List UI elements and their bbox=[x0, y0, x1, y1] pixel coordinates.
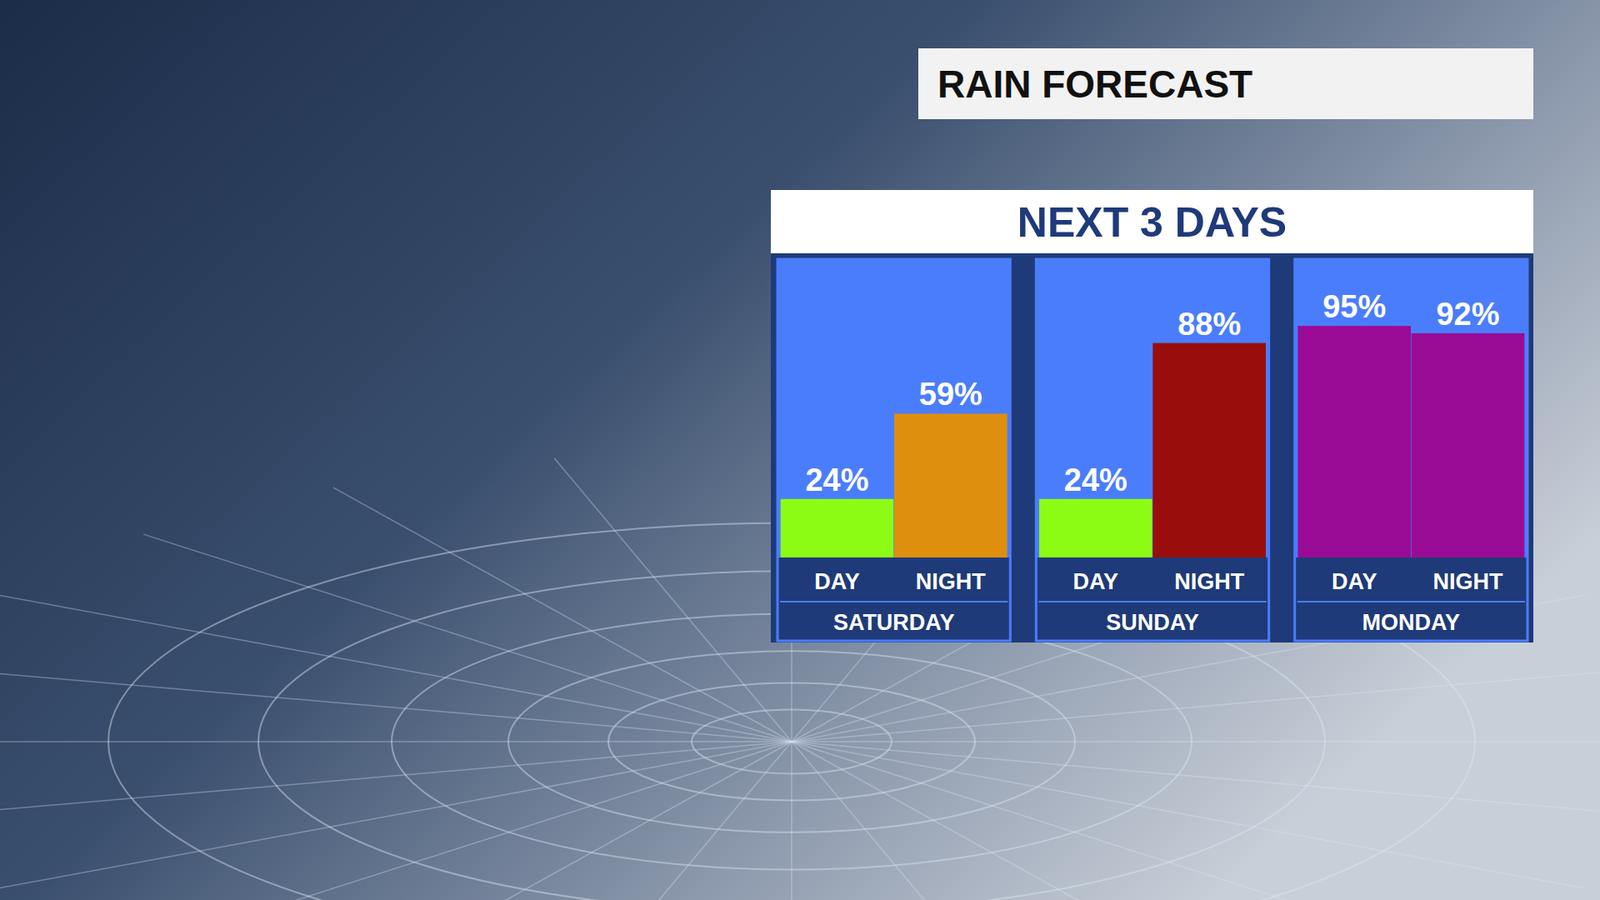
bars bbox=[780, 413, 1008, 558]
panel-border bbox=[1295, 259, 1528, 641]
radar-spoke bbox=[0, 595, 792, 742]
canvas: RAIN FORECAST NEXT 3 DAYS 24% 59% DAY NIGHT SA… bbox=[0, 0, 1600, 900]
radar-spoke bbox=[143, 741, 792, 900]
radar-spoke bbox=[791, 740, 1600, 743]
title: RAIN FORECAST bbox=[937, 62, 1253, 106]
category-label: SATURDAY bbox=[833, 610, 955, 635]
title-box bbox=[918, 48, 1534, 120]
radar-spoke bbox=[143, 534, 792, 742]
radar-spoke bbox=[791, 741, 1586, 889]
subtitle-box bbox=[770, 190, 1534, 254]
panel-border bbox=[1035, 259, 1269, 641]
panel: 24% 59% DAY NIGHT SATURDAY bbox=[777, 259, 1010, 641]
subcategory-label: NIGHT bbox=[1433, 569, 1505, 595]
bars bbox=[1039, 343, 1266, 558]
subcategory-label: NIGHT bbox=[1174, 569, 1245, 595]
radar-spoke bbox=[791, 741, 1440, 900]
radar-spoke bbox=[554, 458, 792, 742]
radar-spoke bbox=[0, 740, 792, 743]
plot-background bbox=[777, 259, 1010, 558]
chart-box bbox=[770, 190, 1534, 643]
bar bbox=[1297, 325, 1411, 558]
plot-background bbox=[1035, 259, 1269, 558]
radar-spoke bbox=[791, 665, 1600, 742]
data-label: 24% bbox=[1064, 462, 1128, 498]
radar-spoke bbox=[554, 741, 792, 900]
data-label: 88% bbox=[1177, 306, 1241, 342]
subcategory-label: DAY bbox=[1073, 569, 1120, 595]
panel-border bbox=[777, 259, 1010, 641]
background bbox=[0, 0, 1600, 900]
bar bbox=[1411, 333, 1525, 558]
radar-spoke bbox=[0, 741, 792, 889]
data-labels: 95% 92% bbox=[1322, 289, 1500, 332]
data-label: 95% bbox=[1322, 289, 1386, 325]
subcategory-row bbox=[1295, 559, 1528, 602]
category-label: SUNDAY bbox=[1105, 610, 1200, 635]
panel: 95% 92% DAY NIGHT MONDAY bbox=[1295, 259, 1528, 641]
subtitle: NEXT 3 DAYS bbox=[1017, 199, 1287, 246]
panel: 24% 88% DAY NIGHT SUNDAY bbox=[1035, 259, 1269, 641]
plot-background bbox=[1295, 259, 1528, 558]
category-label: MONDAY bbox=[1362, 610, 1461, 635]
subcategory-label: DAY bbox=[1331, 569, 1378, 595]
radar-spoke bbox=[333, 741, 792, 900]
bars bbox=[1297, 325, 1525, 558]
radar-spoke bbox=[791, 741, 1600, 818]
radar-spoke bbox=[790, 741, 793, 900]
data-labels: 24% 88% bbox=[1064, 306, 1241, 498]
bar bbox=[894, 413, 1008, 558]
radar-spoke bbox=[791, 741, 1030, 900]
subcategory-label: NIGHT bbox=[915, 569, 987, 595]
bar bbox=[1039, 499, 1153, 558]
subcategory-label: DAY bbox=[814, 569, 860, 595]
bar bbox=[780, 499, 895, 558]
subcategory-row bbox=[1035, 559, 1269, 602]
bar bbox=[1152, 343, 1266, 558]
radar-spoke bbox=[0, 741, 792, 818]
radar-spoke bbox=[333, 487, 792, 742]
row-separator bbox=[1038, 600, 1266, 603]
data-label: 24% bbox=[805, 462, 869, 498]
row-separator bbox=[780, 600, 1008, 603]
data-labels: 24% 59% bbox=[805, 376, 982, 497]
subcategory-row bbox=[777, 559, 1010, 602]
data-label: 59% bbox=[919, 376, 983, 412]
radar-spoke bbox=[791, 741, 1250, 900]
data-label: 92% bbox=[1435, 296, 1500, 332]
row-separator bbox=[1297, 600, 1525, 603]
